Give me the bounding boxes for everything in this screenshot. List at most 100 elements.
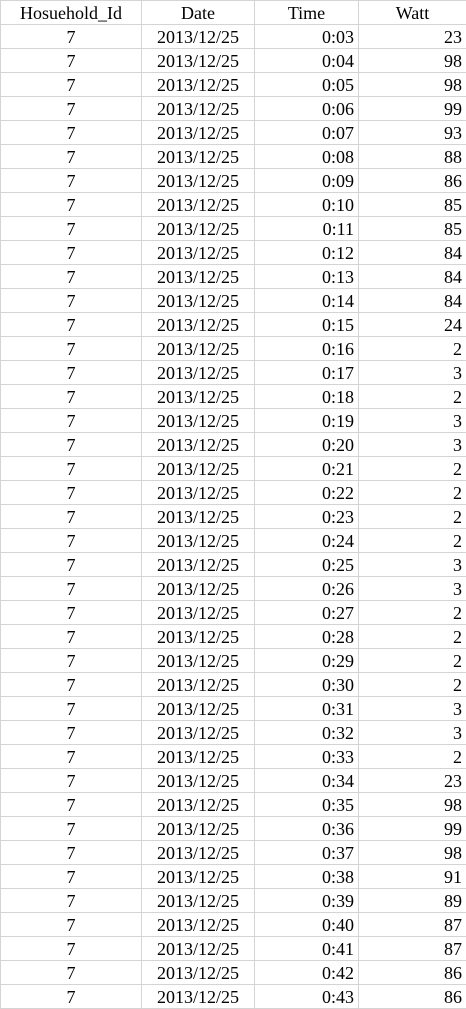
cell-time[interactable]: 0:40 — [255, 913, 359, 937]
cell-time[interactable]: 0:24 — [255, 529, 359, 553]
cell-watt[interactable]: 85 — [359, 217, 466, 241]
cell-date[interactable]: 2013/12/25 — [142, 649, 255, 673]
cell-time[interactable]: 0:20 — [255, 433, 359, 457]
column-header-watt[interactable]: Watt — [359, 1, 466, 25]
cell-time[interactable]: 0:42 — [255, 961, 359, 985]
cell-time[interactable]: 0:03 — [255, 25, 359, 49]
cell-household-id[interactable]: 7 — [1, 769, 142, 793]
cell-household-id[interactable]: 7 — [1, 889, 142, 913]
cell-time[interactable]: 0:25 — [255, 553, 359, 577]
cell-watt[interactable]: 3 — [359, 433, 466, 457]
cell-date[interactable]: 2013/12/25 — [142, 529, 255, 553]
cell-watt[interactable]: 2 — [359, 601, 466, 625]
cell-time[interactable]: 0:31 — [255, 697, 359, 721]
cell-watt[interactable]: 98 — [359, 73, 466, 97]
cell-watt[interactable]: 3 — [359, 697, 466, 721]
cell-time[interactable]: 0:33 — [255, 745, 359, 769]
cell-household-id[interactable]: 7 — [1, 457, 142, 481]
cell-date[interactable]: 2013/12/25 — [142, 985, 255, 1009]
cell-watt[interactable]: 2 — [359, 457, 466, 481]
cell-watt[interactable]: 2 — [359, 505, 466, 529]
cell-household-id[interactable]: 7 — [1, 577, 142, 601]
cell-time[interactable]: 0:43 — [255, 985, 359, 1009]
cell-household-id[interactable]: 7 — [1, 553, 142, 577]
cell-date[interactable]: 2013/12/25 — [142, 937, 255, 961]
cell-household-id[interactable]: 7 — [1, 505, 142, 529]
cell-watt[interactable]: 2 — [359, 481, 466, 505]
cell-household-id[interactable]: 7 — [1, 433, 142, 457]
cell-time[interactable]: 0:05 — [255, 73, 359, 97]
cell-watt[interactable]: 93 — [359, 121, 466, 145]
cell-time[interactable]: 0:27 — [255, 601, 359, 625]
cell-time[interactable]: 0:12 — [255, 241, 359, 265]
cell-date[interactable]: 2013/12/25 — [142, 577, 255, 601]
cell-date[interactable]: 2013/12/25 — [142, 25, 255, 49]
cell-date[interactable]: 2013/12/25 — [142, 313, 255, 337]
cell-watt[interactable]: 99 — [359, 97, 466, 121]
cell-watt[interactable]: 2 — [359, 745, 466, 769]
cell-time[interactable]: 0:41 — [255, 937, 359, 961]
cell-watt[interactable]: 3 — [359, 577, 466, 601]
cell-time[interactable]: 0:36 — [255, 817, 359, 841]
cell-watt[interactable]: 88 — [359, 145, 466, 169]
cell-date[interactable]: 2013/12/25 — [142, 673, 255, 697]
cell-date[interactable]: 2013/12/25 — [142, 913, 255, 937]
cell-household-id[interactable]: 7 — [1, 601, 142, 625]
cell-time[interactable]: 0:32 — [255, 721, 359, 745]
cell-household-id[interactable]: 7 — [1, 121, 142, 145]
cell-time[interactable]: 0:22 — [255, 481, 359, 505]
cell-time[interactable]: 0:10 — [255, 193, 359, 217]
cell-watt[interactable]: 2 — [359, 673, 466, 697]
cell-household-id[interactable]: 7 — [1, 289, 142, 313]
cell-time[interactable]: 0:34 — [255, 769, 359, 793]
cell-date[interactable]: 2013/12/25 — [142, 121, 255, 145]
cell-household-id[interactable]: 7 — [1, 841, 142, 865]
cell-date[interactable]: 2013/12/25 — [142, 841, 255, 865]
cell-watt[interactable]: 98 — [359, 841, 466, 865]
cell-household-id[interactable]: 7 — [1, 697, 142, 721]
cell-household-id[interactable]: 7 — [1, 361, 142, 385]
cell-watt[interactable]: 91 — [359, 865, 466, 889]
cell-watt[interactable]: 3 — [359, 553, 466, 577]
cell-date[interactable]: 2013/12/25 — [142, 289, 255, 313]
cell-date[interactable]: 2013/12/25 — [142, 457, 255, 481]
cell-household-id[interactable]: 7 — [1, 49, 142, 73]
cell-household-id[interactable]: 7 — [1, 745, 142, 769]
cell-watt[interactable]: 2 — [359, 625, 466, 649]
cell-household-id[interactable]: 7 — [1, 673, 142, 697]
cell-household-id[interactable]: 7 — [1, 409, 142, 433]
cell-watt[interactable]: 2 — [359, 529, 466, 553]
cell-watt[interactable]: 24 — [359, 313, 466, 337]
cell-date[interactable]: 2013/12/25 — [142, 145, 255, 169]
cell-time[interactable]: 0:15 — [255, 313, 359, 337]
cell-time[interactable]: 0:16 — [255, 337, 359, 361]
cell-watt[interactable]: 86 — [359, 961, 466, 985]
cell-date[interactable]: 2013/12/25 — [142, 265, 255, 289]
cell-watt[interactable]: 98 — [359, 49, 466, 73]
cell-watt[interactable]: 99 — [359, 817, 466, 841]
cell-date[interactable]: 2013/12/25 — [142, 73, 255, 97]
cell-household-id[interactable]: 7 — [1, 721, 142, 745]
cell-time[interactable]: 0:11 — [255, 217, 359, 241]
cell-household-id[interactable]: 7 — [1, 985, 142, 1009]
cell-watt[interactable]: 86 — [359, 985, 466, 1009]
cell-watt[interactable]: 2 — [359, 337, 466, 361]
cell-watt[interactable]: 3 — [359, 721, 466, 745]
cell-watt[interactable]: 86 — [359, 169, 466, 193]
cell-time[interactable]: 0:37 — [255, 841, 359, 865]
column-header-date[interactable]: Date — [142, 1, 255, 25]
cell-household-id[interactable]: 7 — [1, 937, 142, 961]
cell-date[interactable]: 2013/12/25 — [142, 553, 255, 577]
column-header-household-id[interactable]: Hosuehold_Id — [1, 1, 142, 25]
cell-time[interactable]: 0:23 — [255, 505, 359, 529]
cell-date[interactable]: 2013/12/25 — [142, 433, 255, 457]
cell-household-id[interactable]: 7 — [1, 649, 142, 673]
cell-household-id[interactable]: 7 — [1, 865, 142, 889]
cell-date[interactable]: 2013/12/25 — [142, 625, 255, 649]
cell-date[interactable]: 2013/12/25 — [142, 49, 255, 73]
cell-date[interactable]: 2013/12/25 — [142, 481, 255, 505]
cell-time[interactable]: 0:13 — [255, 265, 359, 289]
cell-date[interactable]: 2013/12/25 — [142, 193, 255, 217]
cell-watt[interactable]: 3 — [359, 361, 466, 385]
cell-time[interactable]: 0:14 — [255, 289, 359, 313]
